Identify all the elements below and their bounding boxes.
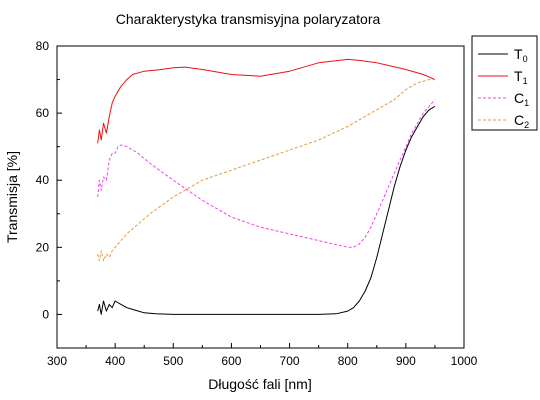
- series-layer: [97, 58, 436, 315]
- legend-label-T1: T1: [514, 68, 528, 86]
- y-axis-ticks: 0 20 40 60 80: [36, 39, 62, 349]
- legend-label-C1: C1: [514, 90, 529, 108]
- x-tick-label: 400: [105, 354, 125, 368]
- y-tick-label: 0: [42, 307, 49, 321]
- y-tick-label: 60: [36, 106, 50, 120]
- series-line-T0: [97, 105, 436, 315]
- y-tick-label: 40: [36, 173, 50, 187]
- x-tick-label: 700: [280, 354, 300, 368]
- y-tick-label: 20: [36, 240, 50, 254]
- legend-label-C2: C2: [514, 112, 529, 130]
- x-tick-label: 800: [338, 354, 358, 368]
- series-line-T1: [97, 58, 436, 144]
- chart-title: Charakterystyka transmisyjna polaryzator…: [116, 11, 381, 27]
- y-tick-label: 80: [36, 39, 50, 53]
- x-tick-label: 1000: [451, 354, 478, 368]
- x-tick-label: 900: [396, 354, 416, 368]
- x-tick-label: 600: [221, 354, 241, 368]
- y-axis-label: Transmisja [%]: [4, 151, 20, 243]
- series-line-C2: [97, 79, 435, 262]
- legend-label-T0: T0: [514, 46, 528, 64]
- x-axis-label: Długość fali [nm]: [208, 376, 311, 392]
- x-tick-label: 500: [163, 354, 183, 368]
- x-tick-label: 300: [47, 354, 67, 368]
- legend-box: [471, 35, 538, 131]
- legend: T0 T1 C1 C2: [478, 46, 529, 130]
- series-line-C1: [97, 99, 436, 248]
- x-axis-ticks: 300 400 500 600 700 800 900 1000: [47, 343, 478, 368]
